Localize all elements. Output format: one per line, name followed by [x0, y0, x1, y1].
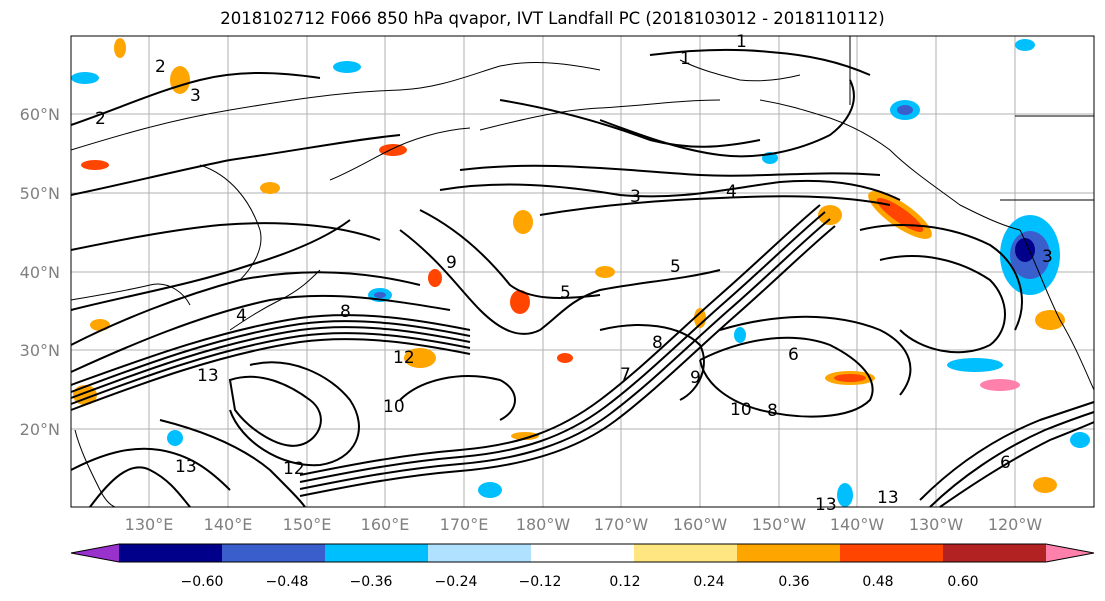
colorbar-tick-label: 0.36 [778, 574, 809, 590]
lon-label: 130°W [909, 515, 964, 534]
contour-label: 13 [175, 457, 197, 477]
contour-label: 3 [1042, 247, 1053, 267]
colorbar-segment [634, 544, 738, 562]
contour-label: 12 [393, 348, 415, 368]
contour-label: 12 [283, 459, 305, 479]
colorbar-segment [840, 544, 944, 562]
contour-label: 2 [95, 109, 106, 129]
colorbar-extend-low [71, 544, 119, 562]
contour-label: 1 [680, 49, 691, 69]
ivt-contours [70, 48, 1095, 508]
lon-label: 130°E [125, 515, 174, 534]
contour-label: 10 [383, 397, 405, 417]
lat-label: 30°N [20, 341, 60, 360]
contour-label: 7 [620, 365, 631, 385]
colorbar-tick-label: −0.36 [350, 574, 393, 590]
contour-label: 2 [155, 57, 166, 77]
lat-label: 20°N [20, 420, 60, 439]
lon-label: 180°W [516, 515, 571, 534]
colorbar-segment [222, 544, 326, 562]
longitude-labels: 130°E 140°E 150°E 160°E 170°E 180°W 170°… [125, 515, 1043, 534]
coastlines [70, 36, 1095, 508]
map-frame [70, 35, 1095, 508]
contour-label: 13 [877, 488, 899, 508]
contour-label: 8 [767, 401, 778, 421]
contour-label: 6 [788, 345, 799, 365]
colorbar-tick-label: −0.12 [519, 574, 562, 590]
colorbar-tick-labels: −0.60 −0.48 −0.36 −0.24 −0.12 0.12 0.24 … [181, 574, 979, 590]
contour-labels: 1 1 2 2 3 3 3 4 4 5 5 6 7 8 8 9 10 10 12… [95, 32, 1053, 515]
colorbar-tick-label: −0.60 [181, 574, 224, 590]
contour-label: 1 [736, 32, 747, 52]
colorbar-tick-label: −0.24 [435, 574, 478, 590]
contour-label: 13 [197, 366, 219, 386]
lon-label: 120°W [988, 515, 1043, 534]
colorbar-segment [325, 544, 429, 562]
colorbar-tick-label: 0.24 [693, 574, 724, 590]
colorbar-tick-label: 0.60 [947, 574, 978, 590]
colorbar-outline [70, 543, 1095, 563]
contour-label: 5 [560, 283, 571, 303]
lon-label: 170°W [594, 515, 649, 534]
colorbar-segment [119, 544, 223, 562]
colorbar-segment [531, 544, 635, 562]
colorbar-segment [737, 544, 841, 562]
lon-label: 160°E [361, 515, 410, 534]
lon-label: 150°E [283, 515, 332, 534]
contour-label: 3 [630, 187, 641, 207]
map-title: 2018102712 F066 850 hPa qvapor, IVT Land… [220, 9, 885, 28]
lat-label: 50°N [20, 184, 60, 203]
contour-label: 9 [690, 368, 701, 388]
colorbar-extend-high [1046, 544, 1094, 562]
contour-label: 3 [190, 86, 201, 106]
colorbar-tick-label: −0.48 [266, 574, 309, 590]
colorbar-segment [943, 544, 1047, 562]
lon-label: 140°W [830, 515, 885, 534]
contour-label: 8 [652, 333, 663, 353]
contour-label: 5 [670, 257, 681, 277]
lat-label: 60°N [20, 105, 60, 124]
contour-label: 6 [1000, 453, 1011, 473]
lon-label: 140°E [204, 515, 253, 534]
contour-label: 8 [340, 302, 351, 322]
map-panel: 1 1 2 2 3 3 3 4 4 5 5 6 7 8 8 9 10 10 12… [70, 32, 1095, 515]
lon-label: 170°E [440, 515, 489, 534]
colorbar-tick-label: 0.48 [862, 574, 893, 590]
lat-label: 40°N [20, 263, 60, 282]
colorbar-segment [428, 544, 532, 562]
lon-label: 160°W [673, 515, 728, 534]
colorbar-tick-label: 0.12 [609, 574, 640, 590]
contour-label: 4 [236, 306, 247, 326]
contour-label: 10 [730, 400, 752, 420]
latitude-labels: 60°N 50°N 40°N 30°N 20°N [20, 105, 60, 439]
colorbar [70, 543, 1095, 563]
contour-label: 4 [726, 182, 737, 202]
contour-label: 9 [446, 253, 457, 273]
lon-label: 150°W [752, 515, 807, 534]
contour-label: 13 [815, 495, 837, 515]
